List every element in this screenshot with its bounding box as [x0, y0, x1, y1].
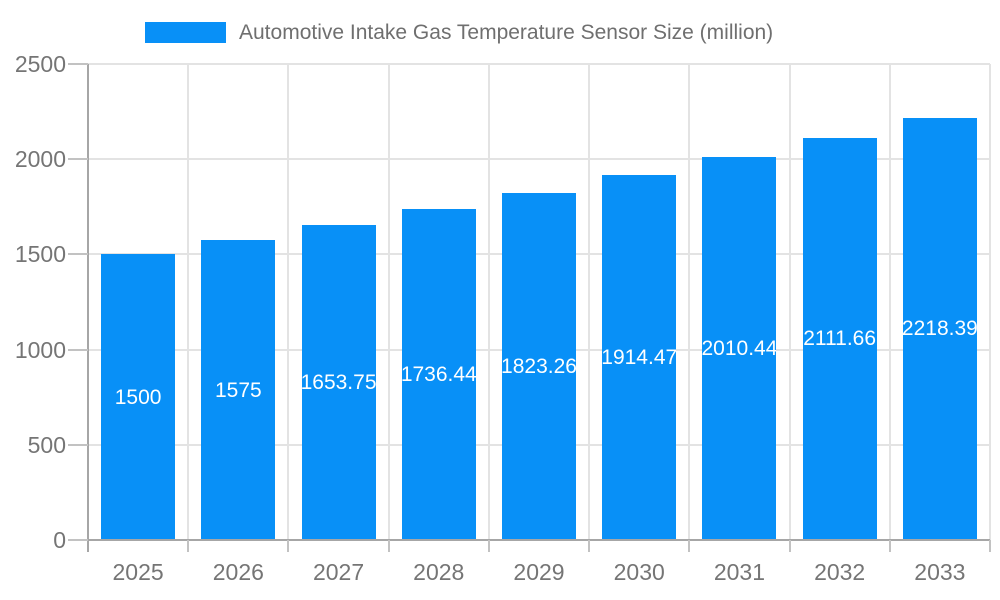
x-tick-mark [387, 540, 390, 552]
bar[interactable]: 1823.26 [502, 192, 576, 540]
x-tick-label: 2027 [312, 559, 365, 585]
x-gridline [989, 64, 991, 540]
x-tick-label: 2029 [513, 559, 565, 585]
x-tick-mark [888, 540, 891, 552]
y-tick-label: 500 [27, 431, 66, 458]
bar-value-label: 2111.66 [803, 327, 877, 351]
x-tick-label: 2030 [613, 559, 665, 585]
y-axis-line [87, 64, 89, 552]
x-tick-label: 2032 [814, 559, 866, 585]
legend[interactable]: Automotive Intake Gas Temperature Sensor… [145, 21, 773, 44]
bar[interactable]: 1500 [101, 254, 176, 540]
bar-value-label: 1653.75 [301, 371, 376, 395]
bar[interactable]: 2111.66 [802, 137, 877, 540]
y-tick-label: 2000 [14, 146, 66, 173]
x-gridline [387, 64, 390, 540]
y-gridline [88, 158, 990, 161]
x-tick-label: 2028 [413, 559, 465, 585]
bar-value-label: 1823.26 [502, 354, 576, 378]
x-tick-label: 2025 [112, 559, 164, 585]
x-gridline [187, 64, 190, 540]
x-gridline [588, 64, 591, 540]
x-tick-mark [487, 540, 490, 552]
legend-label: Automotive Intake Gas Temperature Sensor… [239, 21, 774, 44]
x-gridline [888, 64, 891, 540]
bar-value-label: 1500 [114, 385, 162, 409]
bar[interactable]: 1736.44 [401, 209, 476, 540]
y-tick-mark [68, 348, 88, 351]
bar-value-label: 1736.44 [401, 363, 476, 387]
y-tick-label: 1500 [14, 241, 66, 268]
x-axis-line [88, 539, 990, 541]
y-tick-mark [68, 63, 88, 65]
bar[interactable]: 1914.47 [602, 175, 677, 540]
x-tick-mark [688, 540, 691, 552]
y-tick-label: 2500 [14, 51, 66, 77]
x-tick-mark [989, 540, 991, 552]
x-gridline [788, 64, 791, 540]
legend-swatch-icon [145, 22, 226, 43]
x-tick-mark [187, 540, 190, 552]
bar[interactable]: 1575 [201, 240, 276, 540]
bar-value-label: 2218.39 [902, 317, 977, 341]
x-gridline [487, 64, 490, 540]
bar[interactable]: 2010.44 [702, 157, 777, 540]
y-tick-mark [68, 443, 88, 446]
bar-value-label: 1914.47 [602, 346, 677, 370]
bar-value-label: 2010.44 [702, 337, 777, 361]
y-tick-mark [68, 539, 88, 541]
x-tick-label: 2026 [212, 559, 264, 585]
x-tick-mark [287, 540, 290, 552]
x-gridline [688, 64, 691, 540]
y-tick-mark [68, 158, 88, 161]
x-gridline [287, 64, 290, 540]
y-gridline [88, 63, 990, 65]
bar[interactable]: 1653.75 [301, 225, 376, 540]
y-tick-label: 1000 [14, 336, 66, 363]
bar-value-label: 1575 [214, 378, 262, 402]
x-tick-mark [588, 540, 591, 552]
x-tick-label: 2033 [914, 559, 966, 585]
y-tick-label: 0 [53, 527, 66, 553]
x-tick-mark [788, 540, 791, 552]
plot-area: 1500 1575 1653.75 1736.44 1823.26 1914.47 2010… [88, 63, 991, 540]
bar[interactable]: 2218.39 [902, 117, 977, 540]
y-tick-mark [68, 253, 88, 256]
x-tick-label: 2031 [713, 559, 766, 585]
